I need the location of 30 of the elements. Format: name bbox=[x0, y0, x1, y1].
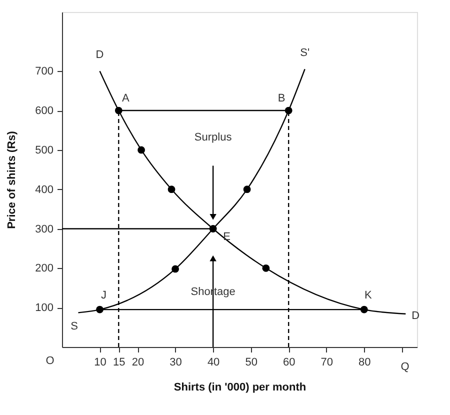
y-tick-label: 200 bbox=[35, 262, 54, 275]
x-tick-label: 30 bbox=[170, 356, 182, 368]
y-tick-label: 700 bbox=[35, 66, 54, 78]
text: O bbox=[46, 355, 55, 367]
y-tick-label: 100 bbox=[35, 302, 54, 314]
y-tick-label: 400 bbox=[35, 184, 54, 196]
x-tick-label: 20 bbox=[132, 356, 144, 368]
x-tick-label: 10 bbox=[94, 356, 106, 368]
y-axis-title: Price of shirts (Rs) bbox=[6, 130, 18, 229]
x-tick-label: 70 bbox=[320, 356, 333, 368]
annotation: K bbox=[364, 290, 372, 302]
annotation: E bbox=[223, 230, 230, 243]
annotation: B bbox=[278, 92, 286, 105]
x-tick-label: 60 bbox=[282, 356, 296, 368]
x-axis-title: Shirts (in '000) per month bbox=[174, 382, 306, 394]
annotation: S' bbox=[300, 47, 310, 60]
annotation: D bbox=[96, 49, 104, 62]
annotation: A bbox=[122, 92, 130, 105]
annotation: S bbox=[70, 320, 78, 333]
x-tick-label: 40 bbox=[207, 356, 220, 368]
y-tick-label: 600 bbox=[35, 105, 54, 118]
annotation: Surplus bbox=[194, 132, 232, 144]
y-tick-label: 500 bbox=[35, 144, 54, 156]
x-tick-label: 50 bbox=[245, 356, 258, 368]
annotation: D bbox=[412, 310, 420, 322]
text: Q bbox=[400, 361, 410, 373]
x-tick-label: 80 bbox=[358, 356, 371, 368]
y-tick-label: 300 bbox=[35, 223, 54, 236]
x-tick-label: 15 bbox=[113, 356, 126, 368]
annotation: J bbox=[101, 290, 107, 302]
